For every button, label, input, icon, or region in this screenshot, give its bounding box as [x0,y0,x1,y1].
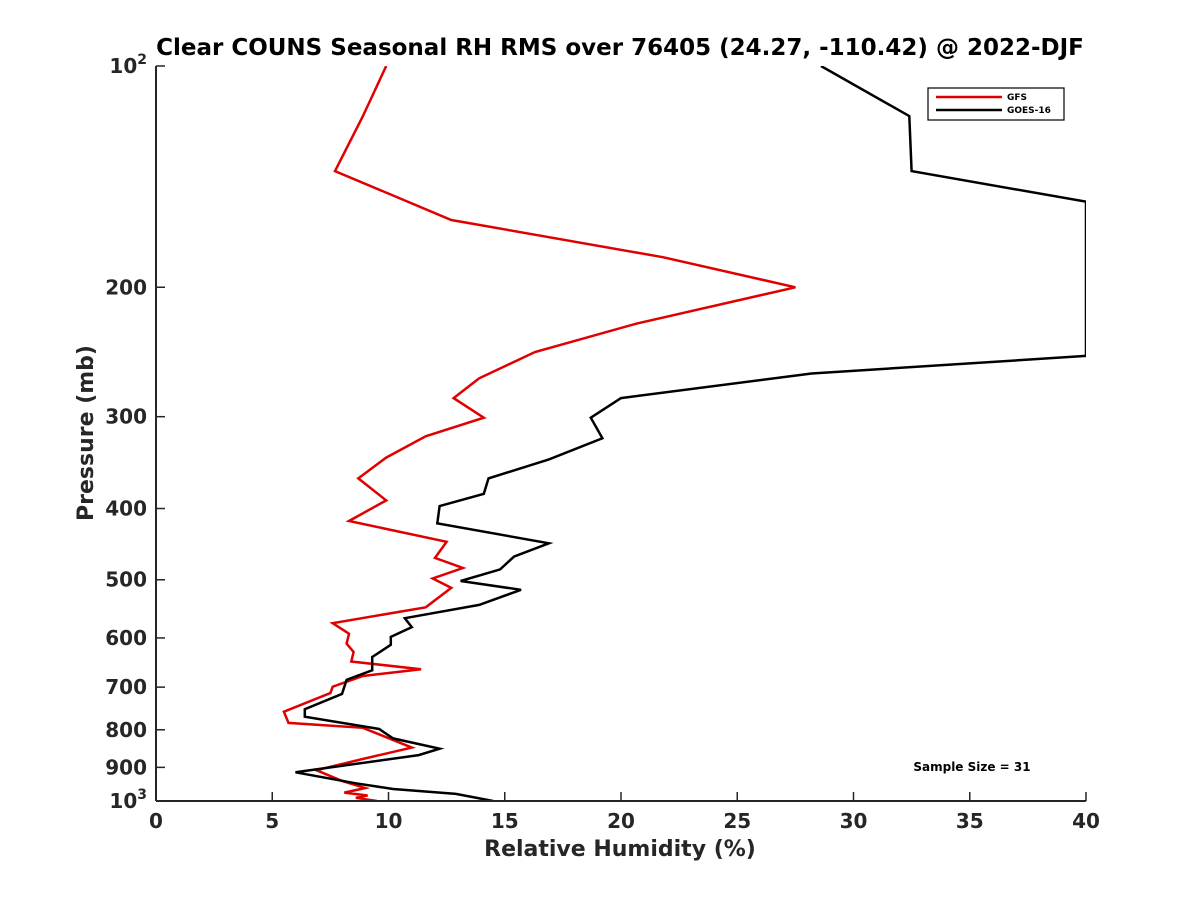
series-layer [282,66,1086,801]
legend-box [927,87,1065,121]
y-tick-label: 102 [109,52,147,78]
y-tick-label: 300 [105,405,147,429]
y-tick-label: 900 [105,755,147,779]
x-axis-label: Relative Humidity (%) [484,837,756,862]
x-tick-label: 35 [956,809,984,833]
legend: GFS GOES-16 [927,87,1065,121]
x-tick-label: 30 [840,809,868,833]
x-tick-label: 5 [265,809,279,833]
y-tick-label: 400 [105,497,147,521]
x-tick-label: 20 [607,809,635,833]
legend-label-goes16: GOES-16 [1007,106,1051,116]
y-tick-label: 600 [105,626,147,650]
legend-label-gfs: GFS [1007,93,1027,103]
x-tick-label: 40 [1072,809,1100,833]
x-tick-label: 15 [491,809,519,833]
series-line-gfs [282,66,796,801]
ticks-layer: 0 5 10 15 20 25 30 35 40 102 200 300 400 500 600 700 800… [105,52,1100,833]
y-axis-label: Pressure (mb) [74,345,99,521]
y-tick-label: 700 [105,675,147,699]
chart-title: Clear COUNS Seasonal RH RMS over 76405 (… [156,35,1084,61]
x-tick-label: 10 [375,809,403,833]
x-tick-label: 25 [723,809,751,833]
y-tick-label: 500 [105,568,147,592]
y-tick-label: 200 [105,275,147,299]
x-tick-label: 0 [149,809,163,833]
series-line-goes-16 [295,66,1086,801]
y-tick-label: 103 [109,787,147,813]
sample-size-annotation: Sample Size = 31 [913,760,1030,774]
y-tick-label: 800 [105,718,147,742]
